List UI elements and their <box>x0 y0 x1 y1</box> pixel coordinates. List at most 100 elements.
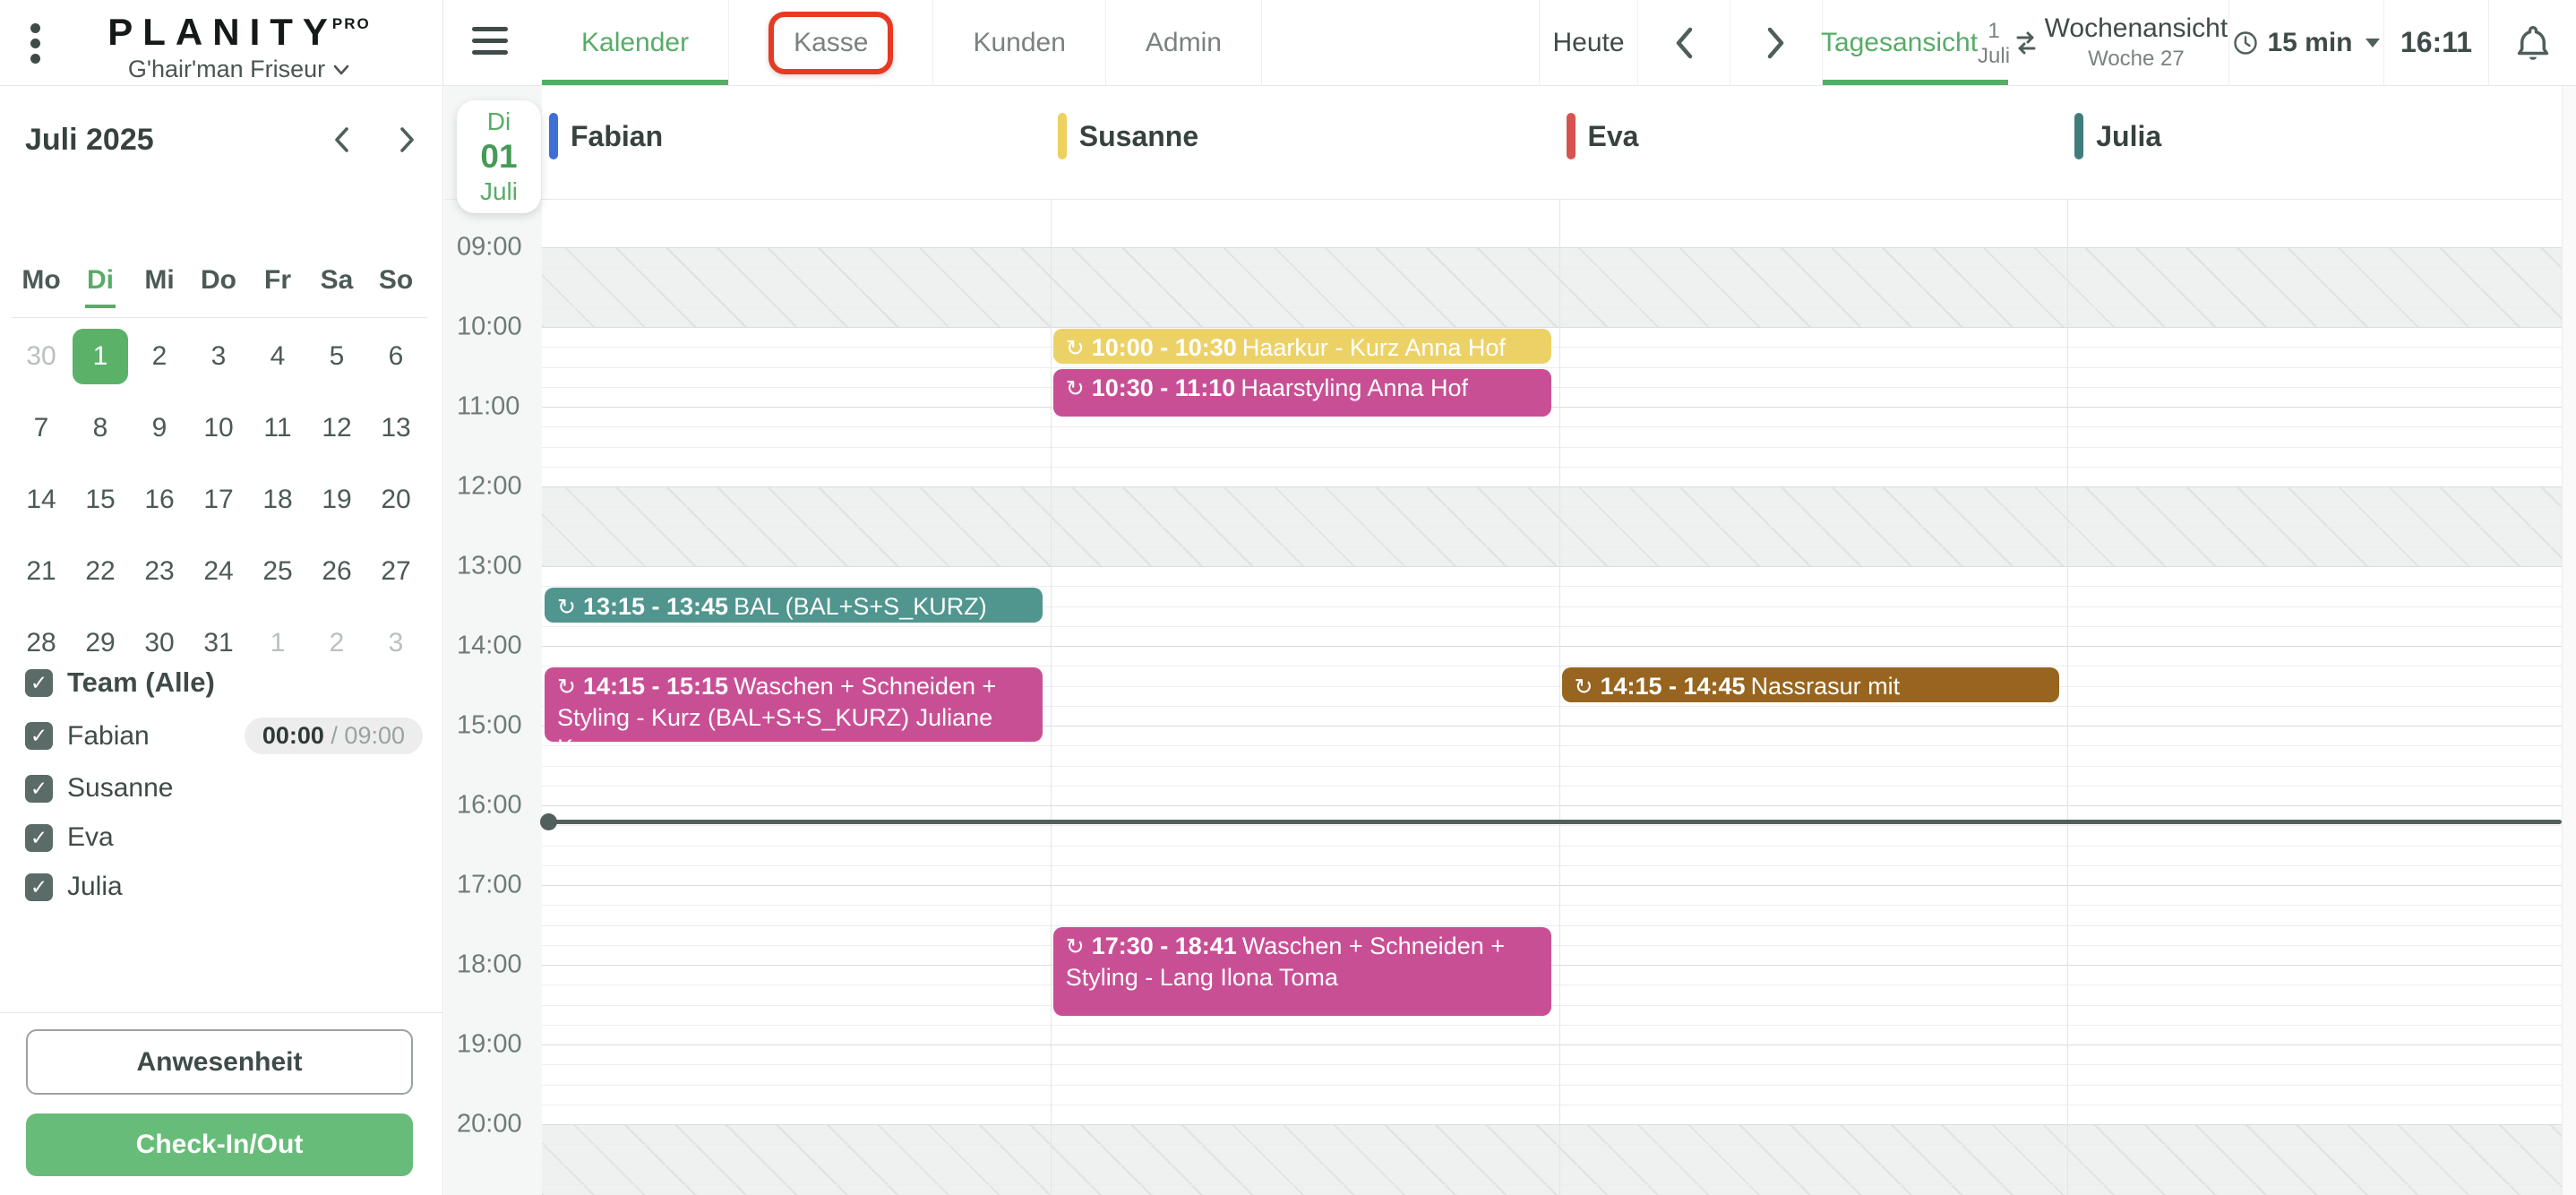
mini-calendar-day[interactable]: 8 <box>92 413 108 443</box>
attendance-button[interactable]: Anwesenheit <box>26 1029 413 1095</box>
mini-calendar-day[interactable]: 20 <box>381 485 411 514</box>
main-nav-tabs: Kalender Kasse Kunden Admin <box>542 0 1262 85</box>
tab-admin[interactable]: Admin <box>1106 0 1262 85</box>
appointment-event[interactable]: ↻ 17:30 - 18:41 Waschen + Schneiden + Styl… <box>1052 926 1551 1016</box>
event-time-range: 13:15 - 13:45 <box>582 593 729 621</box>
mini-calendar-day[interactable]: 30 <box>144 628 175 658</box>
staff-color-bar <box>549 113 558 159</box>
hour-line <box>542 1124 2562 1125</box>
mini-calendar-day[interactable]: 7 <box>33 413 49 443</box>
mini-calendar-day[interactable]: 1 <box>270 628 286 658</box>
mini-calendar-day[interactable]: 24 <box>203 556 234 586</box>
interval-dropdown[interactable]: 15 min <box>2228 0 2383 85</box>
notifications-button[interactable] <box>2488 0 2576 85</box>
mini-calendar-day[interactable]: 18 <box>262 485 293 514</box>
mini-calendar-day[interactable]: 30 <box>26 341 56 371</box>
weekday-mo: Mo <box>21 265 61 295</box>
mini-calendar-day[interactable]: 14 <box>26 485 56 514</box>
mini-calendar-day[interactable]: 27 <box>381 556 411 586</box>
chevron-right-icon <box>1767 27 1784 58</box>
mini-calendar-day[interactable]: 29 <box>85 628 116 658</box>
today-button[interactable]: Heute <box>1539 0 1637 85</box>
mini-calendar-day[interactable]: 2 <box>329 628 345 658</box>
mini-calendar-day[interactable]: 23 <box>144 556 175 586</box>
team-member-row: ✓ Fabian 00:00 / 09:00 <box>25 718 423 754</box>
staff-name: Fabian <box>571 119 664 152</box>
mini-calendar-day[interactable]: 11 <box>263 413 292 443</box>
swap-view-button[interactable] <box>2008 30 2044 56</box>
mini-calendar-day[interactable]: 25 <box>262 556 293 586</box>
appointment-event[interactable]: ↻ 14:15 - 15:15 Waschen + Schneiden + Styl… <box>545 667 1043 743</box>
event-title: Waschen + Schneiden + Styling - Lang Ilo… <box>1065 932 1506 991</box>
staff-name: Eva <box>1587 119 1639 152</box>
day-view-tab[interactable]: Tagesansicht 1 Juli <box>1820 15 2010 71</box>
mini-calendar-day[interactable]: 22 <box>85 556 116 586</box>
mini-calendar-day[interactable]: 31 <box>203 628 234 658</box>
mini-calendar-day-selected[interactable]: 1 <box>73 329 128 384</box>
tab-kunden[interactable]: Kunden <box>933 0 1106 85</box>
mini-calendar-day[interactable]: 4 <box>270 341 286 371</box>
quarter-line <box>542 944 2562 946</box>
tab-kalender[interactable]: Kalender <box>542 0 730 85</box>
member-checkbox-julia[interactable]: ✓ <box>25 873 53 901</box>
event-time-range: 14:15 - 15:15 <box>582 673 729 701</box>
quarter-line <box>542 845 2562 847</box>
weekday-mi: Mi <box>144 265 175 295</box>
chevron-left-icon <box>1676 27 1693 58</box>
mini-calendar-day[interactable]: 19 <box>322 485 352 514</box>
team-all-checkbox[interactable]: ✓ <box>25 668 53 697</box>
member-checkbox-susanne[interactable]: ✓ <box>25 774 53 803</box>
member-checkbox-fabian[interactable]: ✓ <box>25 722 53 750</box>
mini-calendar-prev-button[interactable] <box>331 125 351 155</box>
hamburger-menu-icon[interactable] <box>472 27 508 62</box>
mini-calendar-day[interactable]: 16 <box>144 485 175 514</box>
mini-calendar-day[interactable]: 12 <box>322 413 352 443</box>
mini-calendar-day[interactable]: 2 <box>151 341 167 371</box>
mini-calendar-day[interactable]: 3 <box>210 341 227 371</box>
mini-calendar-next-button[interactable] <box>398 125 417 155</box>
clock-icon <box>2234 30 2258 55</box>
tab-label: Admin <box>1145 27 1222 57</box>
quarter-line <box>542 1064 2562 1066</box>
worked-time-badge: 00:00 / 09:00 <box>244 718 423 754</box>
day-view-label: Tagesansicht <box>1820 27 1979 57</box>
mini-calendar-day[interactable]: 17 <box>203 485 234 514</box>
mini-calendar-day[interactable]: 9 <box>151 413 167 443</box>
mini-calendar-day[interactable]: 3 <box>388 628 404 658</box>
quarter-line <box>542 386 2562 388</box>
mini-calendar-day[interactable]: 10 <box>203 413 234 443</box>
vertical-scrollbar[interactable] <box>2562 86 2576 1195</box>
kebab-menu-icon[interactable] <box>30 23 41 69</box>
tab-kasse[interactable]: Kasse <box>729 0 934 85</box>
current-time-display: 16:11 <box>2383 0 2488 85</box>
mini-calendar-day[interactable]: 28 <box>26 628 56 658</box>
next-day-button[interactable] <box>1730 0 1822 85</box>
mini-calendar-day[interactable]: 6 <box>388 341 404 371</box>
hour-line <box>542 965 2562 966</box>
member-checkbox-eva[interactable]: ✓ <box>25 823 53 852</box>
view-switcher: Tagesansicht 1 Juli Wochenansicht Woche … <box>1820 0 2228 85</box>
mini-calendar-day[interactable]: 15 <box>85 485 116 514</box>
check-in-out-button[interactable]: Check-In/Out <box>26 1113 413 1176</box>
hour-line <box>542 486 2562 487</box>
appointment-event[interactable]: ↻ 10:30 - 11:10 Haarstyling Anna Hof <box>1052 368 1551 417</box>
interval-label: 15 min <box>2267 27 2353 57</box>
member-name: Fabian <box>67 720 150 751</box>
appointment-event[interactable]: ↻ 10:00 - 10:30 Haarkur - Kurz Anna Hof <box>1052 329 1551 364</box>
mini-calendar-day[interactable]: 21 <box>26 556 56 586</box>
mini-calendar-day[interactable]: 26 <box>322 556 352 586</box>
quarter-line <box>542 586 2562 588</box>
divider <box>0 1012 442 1013</box>
event-title: Waschen + Schneiden + Styling - Kurz (BA… <box>557 673 997 742</box>
salon-selector[interactable]: G'hair'man Friseur <box>63 56 416 83</box>
prev-day-button[interactable] <box>1637 0 1730 85</box>
mini-calendar-day[interactable]: 5 <box>329 341 345 371</box>
mini-calendar-day[interactable]: 13 <box>381 413 411 443</box>
quarter-line <box>542 1144 2562 1146</box>
worked-time-elapsed: 00:00 <box>262 722 324 749</box>
week-view-tab[interactable]: Wochenansicht Woche 27 <box>2044 13 2228 72</box>
week-view-sublabel: Woche 27 <box>2088 47 2185 71</box>
hour-label: 20:00 <box>457 1109 522 1139</box>
